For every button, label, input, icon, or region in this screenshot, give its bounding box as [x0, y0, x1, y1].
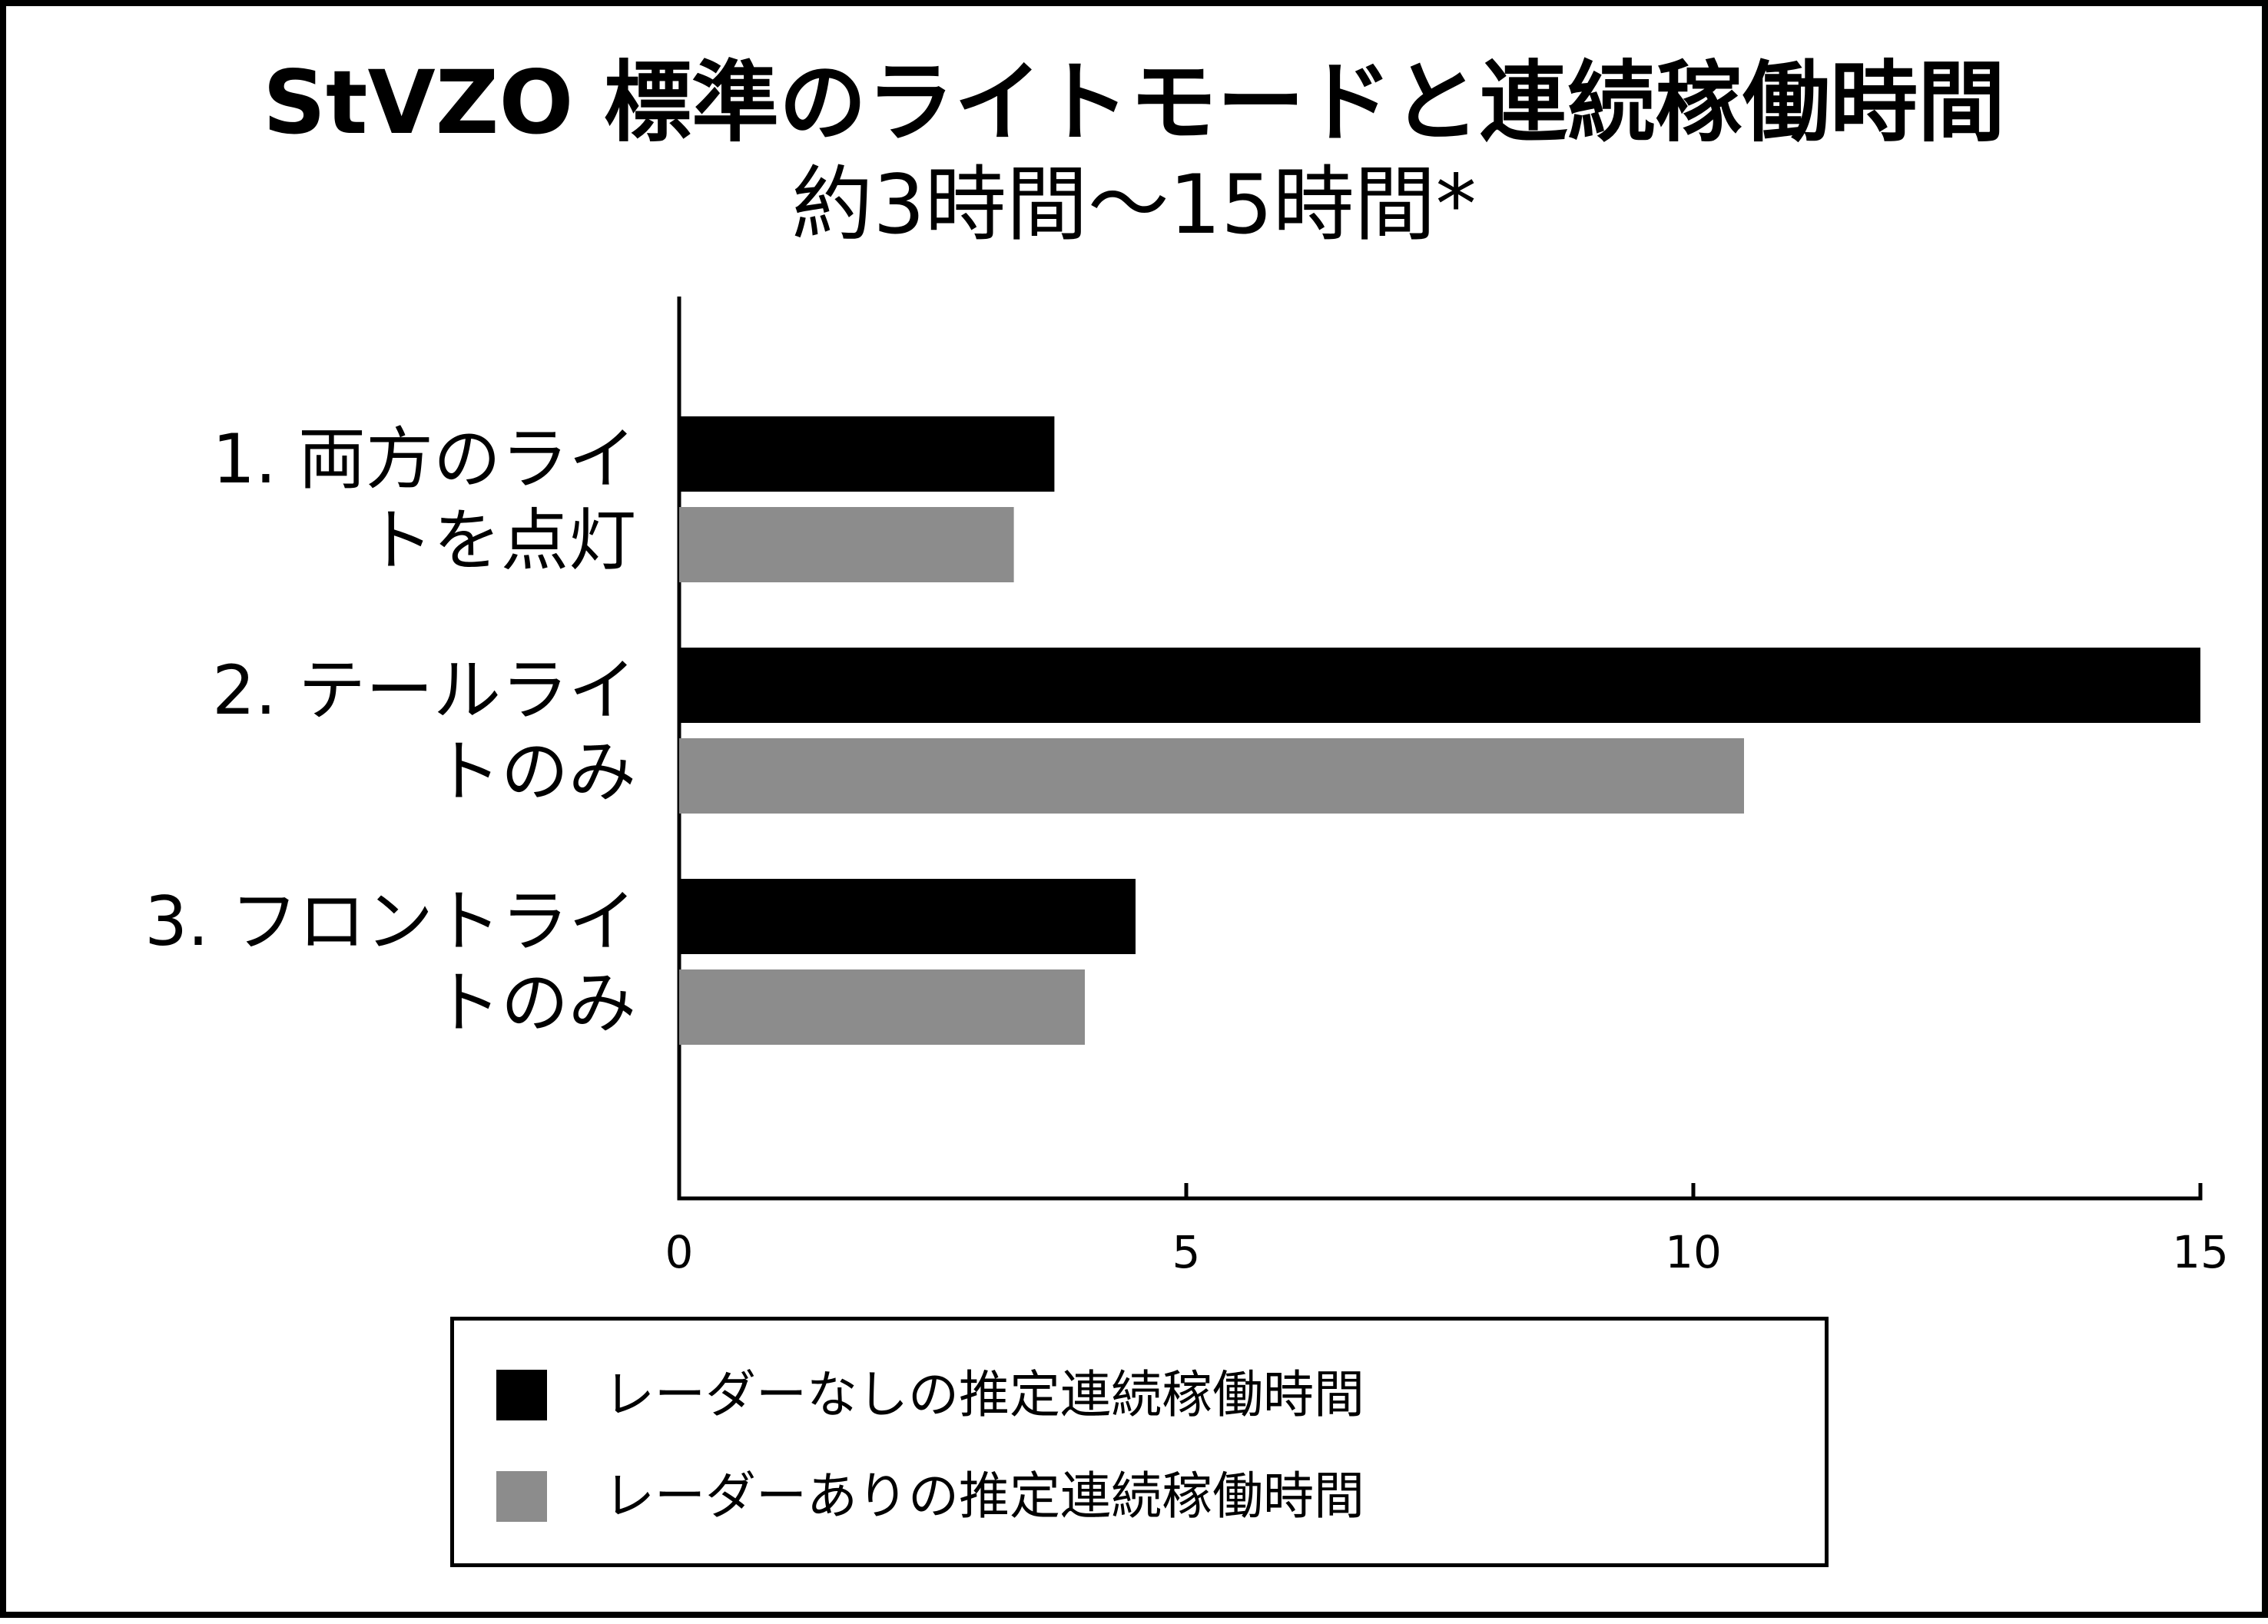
bar-without-radar-3	[679, 879, 1136, 954]
legend-label-without-radar: レーダーなしの推定連続稼働時間	[604, 1365, 1364, 1424]
legend-label-with-radar: レーダーありの推定連続稼働時間	[604, 1467, 1364, 1526]
bar-with-radar-1	[679, 507, 1014, 582]
x-tick-label-3: 15	[2172, 1226, 2229, 1278]
legend-swatch-without-radar	[496, 1370, 547, 1420]
x-tick-label-1: 5	[1172, 1226, 1201, 1278]
x-tick-label-0: 0	[665, 1226, 694, 1278]
x-tick-label-2: 10	[1665, 1226, 1722, 1278]
bar-without-radar-2	[679, 648, 2200, 723]
chart-legend: レーダーなしの推定連続稼働時間 レーダーありの推定連続稼働時間	[450, 1317, 1829, 1567]
category-label-2-line-2: トのみ	[433, 732, 636, 811]
category-label-1-line-2: トを点灯	[366, 501, 636, 580]
category-label-3-line-1: 3. フロントライ	[144, 882, 636, 961]
category-label-3-line-2: トのみ	[433, 963, 636, 1042]
bar-without-radar-1	[679, 416, 1055, 492]
bar-with-radar-2	[679, 738, 1744, 814]
category-label-1-line-1: 1. 両方のライ	[212, 419, 636, 499]
category-label-2-line-1: 2. テールライ	[212, 651, 636, 730]
bar-with-radar-3	[679, 969, 1085, 1045]
chart-title: StVZO 標準のライトモードと連続稼働時間	[262, 51, 2006, 154]
chart-subtitle: 約3時間〜15時間*	[791, 157, 1477, 252]
legend-swatch-with-radar	[496, 1471, 547, 1522]
